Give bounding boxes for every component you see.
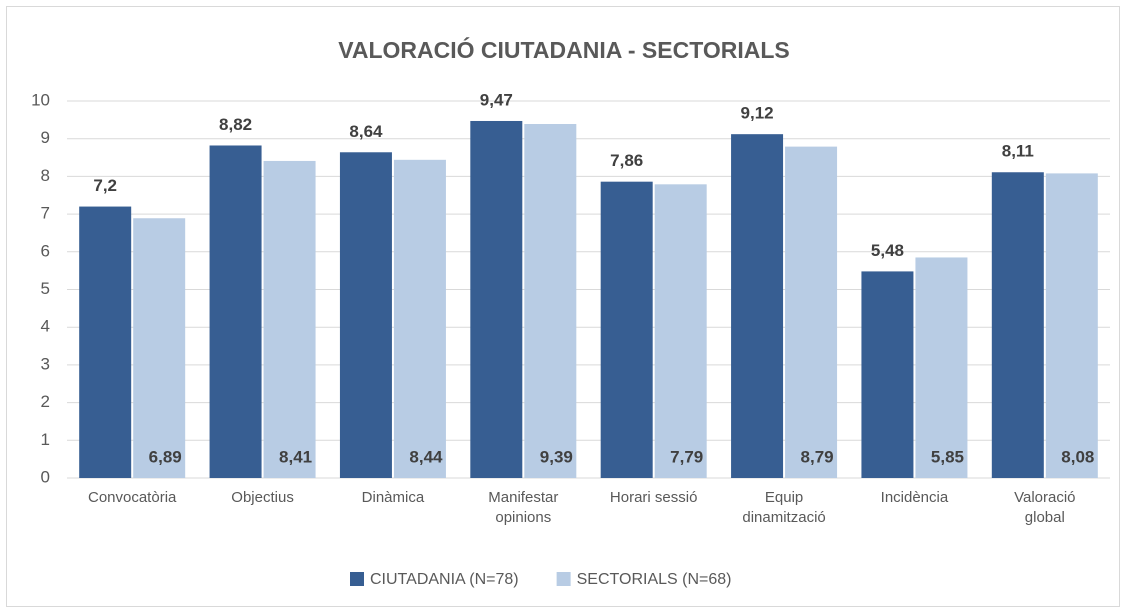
x-tick-label: Incidència [880,489,949,506]
value-label: 7,79 [670,447,703,466]
y-tick-label: 6 [41,241,50,260]
x-tick-label: Objectius [231,489,294,506]
value-label: 6,89 [149,447,182,466]
legend-label: CIUTADANIA (N=78) [370,571,519,588]
y-tick-label: 9 [41,128,50,147]
y-tick-label: 2 [41,392,50,411]
value-label: 5,48 [871,241,904,260]
value-label: 9,47 [480,90,513,109]
bar [654,184,707,478]
bar [731,134,784,478]
y-tick-label: 4 [41,317,50,336]
value-label: 5,85 [931,447,964,466]
value-label: 7,2 [93,176,117,195]
bar [600,181,653,479]
value-label: 8,08 [1061,447,1094,466]
bar [861,271,914,478]
y-tick-label: 0 [41,467,50,486]
chart-title: VALORACIÓ CIUTADANIA - SECTORIALS [338,36,789,63]
bar [785,146,838,478]
bar [339,152,392,478]
value-label: 8,82 [219,115,252,134]
y-tick-label: 5 [41,279,50,298]
value-label: 8,79 [801,447,834,466]
bar [470,120,523,478]
bar [991,172,1044,479]
y-tick-label: 1 [41,430,50,449]
legend-swatch [350,572,364,586]
legend-label: SECTORIALS (N=68) [577,571,732,588]
value-label: 8,41 [279,447,312,466]
bar [133,218,186,478]
bar [393,159,446,478]
x-tick-label: Dinàmica [361,489,425,506]
value-label: 9,12 [741,104,774,123]
x-tick-label: Equip dinamització [742,489,826,526]
x-tick-label: Horari sessió [609,489,698,506]
y-tick-label: 7 [41,204,50,223]
value-label: 7,86 [610,151,643,170]
bar [915,257,968,478]
x-tick-label: Convocatòria [87,489,177,506]
y-tick-label: 3 [41,354,50,373]
value-label: 8,64 [349,122,383,141]
x-tick-label: Manifestar opinions [488,489,559,526]
bar [524,123,577,478]
legend-swatch [556,572,571,586]
bar [209,145,262,478]
bar [79,206,132,478]
value-label: 8,11 [1002,142,1034,161]
x-tick-label: Valoració global [1014,489,1076,526]
bar [1045,173,1098,478]
value-label: 8,44 [409,447,443,466]
value-label: 9,39 [540,447,573,466]
y-tick-label: 10 [31,90,50,109]
y-tick-label: 8 [41,166,50,185]
bar [263,160,316,478]
